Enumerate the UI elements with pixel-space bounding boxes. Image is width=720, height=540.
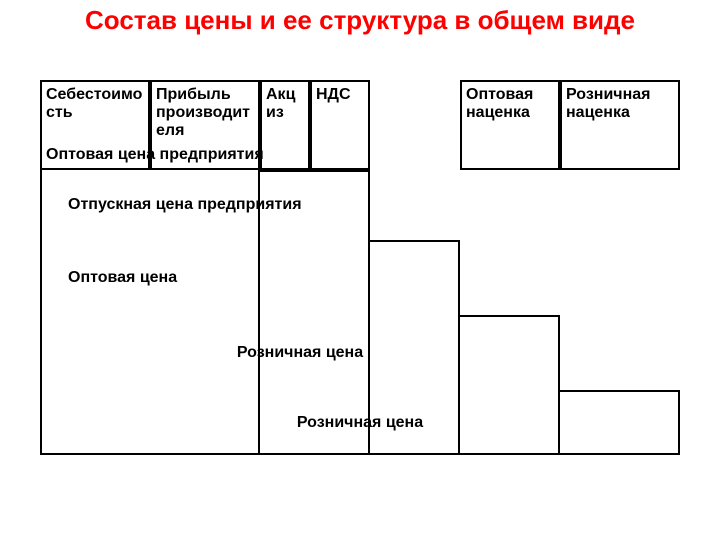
header-cell-3: НДС [310,80,370,170]
row-label-3: Розничная цена [40,315,560,390]
row-label-4: Розничная цена [40,390,680,455]
page-title: Состав цены и ее структура в общем виде [0,6,720,76]
row-label-0: Оптовая цена предприятия [46,146,264,164]
header-cell-2: Акциз [260,80,310,170]
header-cell-4: Оптовая наценка [460,80,560,170]
header-cell-5: Розничная наценка [560,80,680,170]
row-label-1: Отпускная цена предприятия [40,170,370,240]
row-label-2: Оптовая цена [40,240,460,315]
